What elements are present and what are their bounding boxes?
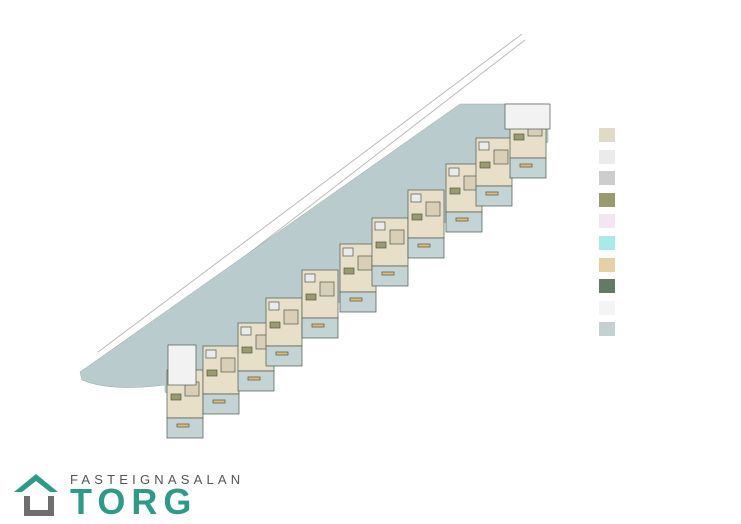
bathroom: [342, 247, 354, 257]
bathroom: [240, 326, 252, 336]
bedroom: [220, 357, 236, 373]
sunbed: [381, 271, 395, 276]
bedroom: [283, 309, 299, 325]
bedroom: [425, 201, 441, 217]
sunbed: [311, 323, 325, 328]
legend-swatch: [599, 149, 615, 164]
balcony: [407, 237, 445, 259]
sunbed: [485, 191, 499, 196]
legend-swatch: [599, 279, 615, 294]
legend-swatch: [599, 257, 615, 272]
stair-core: [504, 103, 551, 130]
balcony: [166, 417, 204, 439]
sunbed: [176, 423, 190, 428]
kitchen: [170, 393, 182, 401]
bedroom: [357, 255, 373, 271]
sunbed: [275, 351, 289, 356]
bedroom: [493, 149, 509, 165]
legend-swatch: [599, 192, 615, 207]
sunbed: [212, 399, 226, 404]
bedroom: [389, 229, 405, 245]
logo-text-top: FASTEIGNASALAN: [70, 472, 245, 487]
legend-swatch: [599, 322, 615, 337]
apartment-units: [166, 103, 551, 439]
legend-swatch: [599, 235, 615, 250]
kitchen: [449, 187, 461, 195]
kitchen: [479, 161, 491, 169]
bathroom: [410, 193, 422, 203]
kitchen: [241, 346, 253, 354]
legend-swatch: [599, 300, 615, 315]
road-edge-line: [97, 33, 523, 353]
sunbed: [455, 217, 469, 222]
bathroom: [304, 273, 316, 283]
kitchen: [206, 369, 218, 377]
balcony: [339, 291, 377, 313]
balcony: [301, 317, 339, 339]
balcony: [445, 211, 483, 233]
legend-swatch: [599, 171, 615, 186]
material-legend: [599, 128, 615, 344]
bedroom: [319, 281, 335, 297]
balcony: [509, 157, 547, 179]
kitchen: [269, 321, 281, 329]
balcony: [265, 345, 303, 367]
bathroom: [268, 301, 280, 311]
logo-text-main: TORG: [70, 481, 198, 522]
balcony: [202, 393, 240, 415]
bathroom: [205, 349, 217, 359]
logo: FASTEIGNASALAN TORG: [12, 470, 242, 520]
kitchen: [513, 133, 525, 141]
sunbed: [349, 297, 363, 302]
kitchen: [305, 293, 317, 301]
balcony: [475, 185, 513, 207]
sunbed: [519, 163, 533, 168]
stair-core: [167, 344, 197, 386]
bathroom: [478, 141, 490, 151]
bathroom: [448, 167, 460, 177]
house-logo-icon: [14, 474, 58, 516]
sunbed: [417, 243, 431, 248]
kitchen: [375, 241, 387, 249]
balcony: [371, 265, 409, 287]
legend-swatch: [599, 214, 615, 229]
kitchen: [411, 213, 423, 221]
legend-swatch: [599, 128, 615, 142]
sunbed: [247, 376, 261, 381]
kitchen: [343, 267, 355, 275]
balcony: [237, 370, 275, 392]
bathroom: [374, 221, 386, 231]
